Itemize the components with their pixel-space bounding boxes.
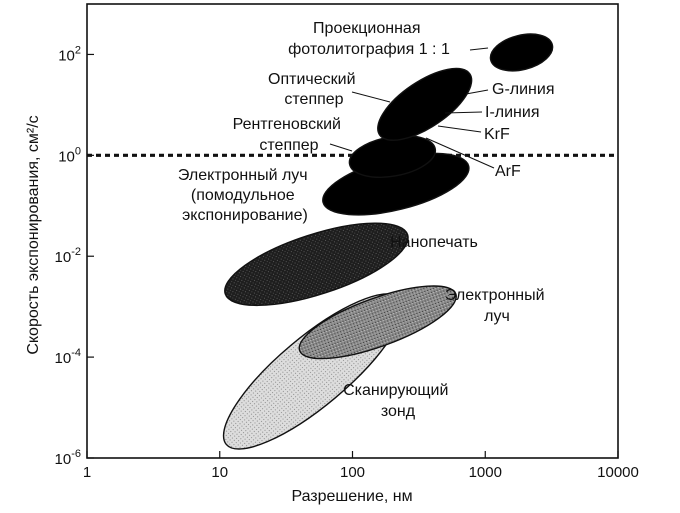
leader-photolitho	[469, 47, 489, 51]
label-ebeam-module-line-3: экспонирование)	[182, 207, 308, 224]
label-ebeam-line-1: Электронный	[445, 287, 545, 304]
y-tick-label-1: 10-4	[55, 347, 81, 367]
x-tick-label-0: 1	[83, 464, 91, 481]
regions-layer	[222, 33, 554, 450]
leader-lines	[329, 47, 495, 169]
y-tick-label-2: 10-2	[55, 246, 81, 266]
label-nanoimprint: Нанопечать	[390, 234, 478, 251]
label-ebeam-module-line-1: Электронный луч	[178, 167, 308, 184]
x-axis-label: Разрешение, нм	[291, 488, 412, 505]
y-axis-label: Скорость экспонирования, см²/с	[25, 115, 42, 354]
label-ebeam-module: Электронный луч (помодульное экспонирова…	[178, 167, 312, 224]
x-tick-label-4: 10000	[597, 464, 639, 481]
x-tick-label-3: 1000	[469, 464, 502, 481]
y-tick-label-3: 100	[58, 145, 81, 165]
region-1	[377, 67, 473, 141]
label-scanning-probe-line-2: зонд	[381, 403, 416, 420]
label-krf: KrF	[484, 126, 510, 143]
label-photolitho: Проекционная фотолитография 1 : 1	[288, 20, 450, 58]
label-optical-line-2: степпер	[284, 91, 343, 108]
label-arf: ArF	[495, 163, 521, 180]
label-ebeam-line-2: луч	[484, 308, 510, 325]
label-xray-line-1: Рентгеновский	[233, 116, 341, 133]
leader-g-line	[465, 89, 489, 95]
label-optical-stepper: Оптический степпер	[268, 71, 360, 108]
label-ebeam: Электронный луч	[445, 287, 549, 325]
label-optical-line-1: Оптический	[268, 71, 355, 88]
leader-arf	[425, 137, 495, 169]
region-4	[224, 222, 409, 307]
label-photolitho-line-2: фотолитография 1 : 1	[288, 41, 450, 58]
y-ticks: 10-6 10-4 10-2 100 102	[55, 44, 94, 468]
label-i-line: I-линия	[485, 104, 539, 121]
label-scanning-probe-line-1: Сканирующий	[343, 382, 448, 399]
label-nanoimprint-line-1: Нанопечать	[390, 234, 478, 251]
x-tick-label-1: 10	[211, 464, 228, 481]
label-g-line: G-линия	[492, 81, 554, 98]
label-photolitho-line-1: Проекционная	[313, 20, 420, 37]
label-xray-line-2: степпер	[259, 137, 318, 154]
region-0	[489, 33, 554, 72]
wavelength-labels: G-линия I-линия KrF ArF	[484, 81, 554, 180]
label-xray-stepper: Рентгеновский степпер	[233, 116, 346, 154]
region-5	[298, 285, 457, 360]
y-tick-label-4: 102	[58, 44, 81, 64]
x-tick-label-2: 100	[340, 464, 365, 481]
leader-i-line	[444, 111, 483, 114]
x-ticks: 1 10 100 1000 10000	[83, 451, 639, 481]
label-ebeam-module-line-2: (помодульное	[191, 187, 295, 204]
region-labels: Проекционная фотолитография 1 : 1 Оптиче…	[178, 20, 549, 420]
y-tick-label-0: 10-6	[55, 448, 81, 468]
leader-optical	[351, 91, 391, 103]
leader-krf	[437, 125, 482, 133]
label-scanning-probe: Сканирующий зонд	[343, 382, 453, 420]
leader-xray	[329, 143, 353, 152]
